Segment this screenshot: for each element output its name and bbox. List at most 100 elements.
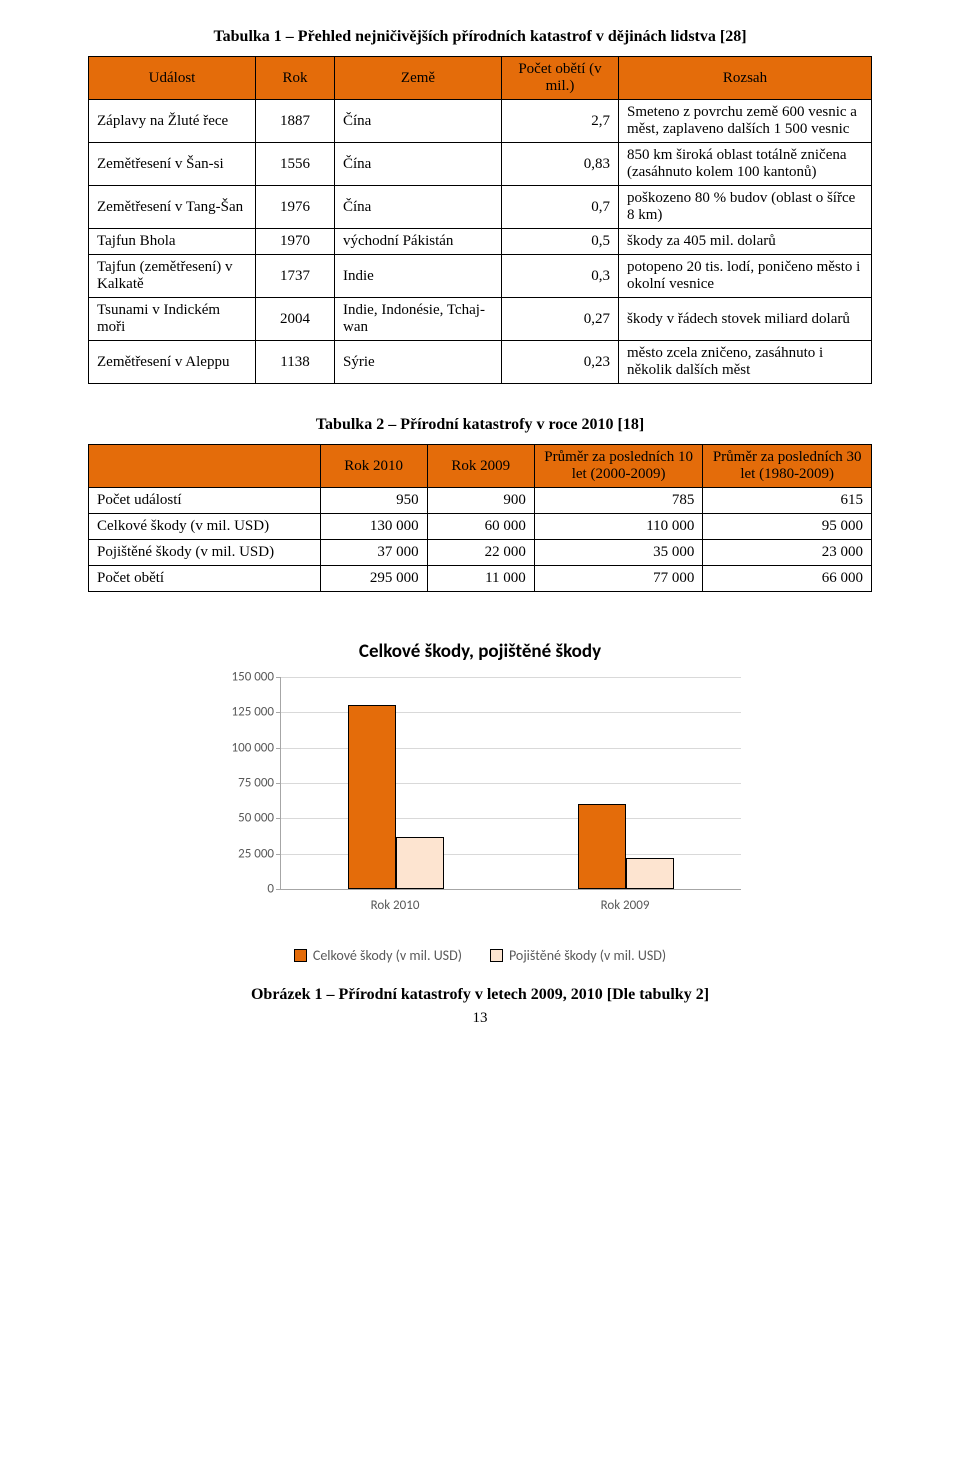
chart-legend-swatch (294, 949, 307, 962)
table1-cell-event: Tsunami v Indickém moři (89, 298, 256, 341)
table2-row: Celkové škody (v mil. USD)130 00060 0001… (89, 514, 872, 540)
chart-legend-item: Celkové škody (v mil. USD) (294, 947, 462, 964)
chart-ylabel: 75 000 (210, 776, 274, 791)
chart-tick (276, 712, 281, 713)
chart-ylabel: 100 000 (210, 740, 274, 755)
table1-cell-scope: Smeteno z povrchu země 600 vesnic a měst… (619, 100, 872, 143)
table2-cell-label: Pojištěné škody (v mil. USD) (89, 540, 321, 566)
table2-cell-2009: 60 000 (427, 514, 534, 540)
chart-xlabel: Rok 2009 (510, 898, 740, 913)
table1-cell-event: Záplavy na Žluté řece (89, 100, 256, 143)
table1-cell-casualties: 0,23 (502, 341, 619, 384)
table1-row: Záplavy na Žluté řece1887Čína2,7Smeteno … (89, 100, 872, 143)
chart-tick (276, 854, 281, 855)
chart-bar (396, 837, 444, 889)
chart-ylabel: 0 (210, 882, 274, 897)
table1-cell-event: Tajfun (zemětřesení) v Kalkatě (89, 255, 256, 298)
table2-cell-2009: 22 000 (427, 540, 534, 566)
table1-hdr-event: Událost (89, 57, 256, 100)
table1-cell-year: 1887 (256, 100, 335, 143)
figure-caption: Obrázek 1 – Přírodní katastrofy v letech… (88, 986, 872, 1004)
table2-caption: Tabulka 2 – Přírodní katastrofy v roce 2… (88, 416, 872, 434)
table2-cell-avg30: 95 000 (703, 514, 872, 540)
table1-cell-casualties: 2,7 (502, 100, 619, 143)
chart-legend-item: Pojištěné škody (v mil. USD) (490, 947, 666, 964)
table1-row: Zemětřesení v Tang-Šan1976Čína0,7poškoze… (89, 186, 872, 229)
table2: Rok 2010 Rok 2009 Průměr za posledních 1… (88, 444, 872, 592)
chart-tick (276, 889, 281, 890)
table2-hdr-blank (89, 445, 321, 488)
table1-cell-scope: poškozeno 80 % budov (oblast o šířce 8 k… (619, 186, 872, 229)
chart-container: Celkové škody, pojištěné škody 0 25 000 50… (88, 640, 872, 964)
table1-row: Tsunami v Indickém moři2004Indie, Indoné… (89, 298, 872, 341)
table2-cell-avg10: 77 000 (534, 566, 703, 592)
table2-hdr-avg10: Průměr za posledních 10 let (2000-2009) (534, 445, 703, 488)
table1-cell-scope: potopeno 20 tis. lodí, poničeno město i … (619, 255, 872, 298)
chart-title: Celkové škody, pojištěné škody (88, 640, 872, 663)
table2-cell-avg10: 110 000 (534, 514, 703, 540)
table1-cell-year: 1138 (256, 341, 335, 384)
table2-row: Pojištěné škody (v mil. USD)37 00022 000… (89, 540, 872, 566)
table2-cell-2009: 900 (427, 488, 534, 514)
table1-cell-scope: škody za 405 mil. dolarů (619, 229, 872, 255)
chart-tick (276, 783, 281, 784)
table1-cell-event: Zemětřesení v Tang-Šan (89, 186, 256, 229)
table2-hdr-2010: Rok 2010 (320, 445, 427, 488)
table1-cell-event: Zemětřesení v Šan-si (89, 143, 256, 186)
table2-row: Počet událostí950900785615 (89, 488, 872, 514)
table1-cell-scope: škody v řádech stovek miliard dolarů (619, 298, 872, 341)
page: Tabulka 1 – Přehled nejničivějších příro… (0, 0, 960, 1067)
page-number: 13 (88, 1010, 872, 1027)
chart-legend-label: Celkové škody (v mil. USD) (313, 947, 462, 964)
table1: Událost Rok Země Počet obětí (v mil.) Ro… (88, 56, 872, 384)
chart-tick (276, 818, 281, 819)
table1-cell-event: Zemětřesení v Aleppu (89, 341, 256, 384)
chart-ylabel: 25 000 (210, 846, 274, 861)
table1-cell-country: Indie, Indonésie, Tchaj-wan (335, 298, 502, 341)
table1-header-row: Událost Rok Země Počet obětí (v mil.) Ro… (89, 57, 872, 100)
chart-legend-label: Pojištěné škody (v mil. USD) (509, 947, 666, 964)
table2-cell-avg30: 615 (703, 488, 872, 514)
table1-caption: Tabulka 1 – Přehled nejničivějších příro… (88, 28, 872, 46)
table2-hdr-avg30: Průměr za posledních 30 let (1980-2009) (703, 445, 872, 488)
table1-hdr-country: Země (335, 57, 502, 100)
chart-plot-area (280, 677, 741, 890)
table2-cell-avg30: 66 000 (703, 566, 872, 592)
bar-chart: 0 25 000 50 000 75 000 100 000 125 000 150 000… (210, 669, 750, 919)
table1-cell-casualties: 0,5 (502, 229, 619, 255)
table1-cell-event: Tajfun Bhola (89, 229, 256, 255)
table1-cell-casualties: 0,7 (502, 186, 619, 229)
table1-cell-year: 1970 (256, 229, 335, 255)
table1-cell-country: Čína (335, 186, 502, 229)
chart-ylabel: 125 000 (210, 705, 274, 720)
table2-hdr-2009: Rok 2009 (427, 445, 534, 488)
table1-cell-year: 2004 (256, 298, 335, 341)
table2-cell-avg10: 785 (534, 488, 703, 514)
table2-cell-2009: 11 000 (427, 566, 534, 592)
chart-bar (626, 858, 674, 889)
table1-row: Tajfun (zemětřesení) v Kalkatě1737Indie0… (89, 255, 872, 298)
chart-bar (578, 804, 626, 889)
table1-cell-country: Čína (335, 100, 502, 143)
table1-cell-scope: 850 km široká oblast totálně zničena (za… (619, 143, 872, 186)
chart-ylabel: 50 000 (210, 811, 274, 826)
chart-tick (276, 748, 281, 749)
table1-cell-casualties: 0,3 (502, 255, 619, 298)
table2-cell-label: Počet událostí (89, 488, 321, 514)
table2-header-row: Rok 2010 Rok 2009 Průměr za posledních 1… (89, 445, 872, 488)
chart-bar (348, 705, 396, 889)
chart-ylabel: 150 000 (210, 670, 274, 685)
table2-cell-2010: 130 000 (320, 514, 427, 540)
table1-cell-year: 1737 (256, 255, 335, 298)
table2-row: Počet obětí295 00011 00077 00066 000 (89, 566, 872, 592)
table1-row: Zemětřesení v Šan-si1556Čína0,83850 km š… (89, 143, 872, 186)
table2-cell-2010: 37 000 (320, 540, 427, 566)
chart-legend-swatch (490, 949, 503, 962)
table1-cell-year: 1556 (256, 143, 335, 186)
table1-cell-country: Indie (335, 255, 502, 298)
table2-cell-2010: 295 000 (320, 566, 427, 592)
table2-cell-2010: 950 (320, 488, 427, 514)
table2-cell-label: Celkové škody (v mil. USD) (89, 514, 321, 540)
table1-row: Zemětřesení v Aleppu1138Sýrie0,23město z… (89, 341, 872, 384)
table2-cell-avg10: 35 000 (534, 540, 703, 566)
